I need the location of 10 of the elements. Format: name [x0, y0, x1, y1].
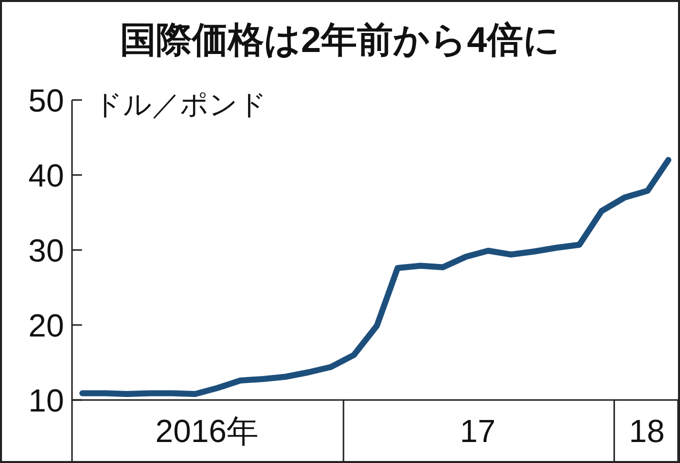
- y-tick-label: 10: [28, 382, 64, 419]
- y-tick-label: 30: [28, 232, 64, 269]
- y-tick-label: 20: [28, 308, 64, 344]
- y-tick-label: 40: [28, 158, 64, 194]
- x-tick-label: 17: [460, 413, 496, 449]
- x-tick-label: 18: [629, 413, 665, 449]
- y-tick-label: 50: [28, 82, 64, 119]
- chart-title: 国際価格は2年前から4倍に: [120, 19, 560, 60]
- y-axis-title: ドル／ポンド: [94, 89, 267, 120]
- x-tick-label: 2016年: [155, 413, 259, 449]
